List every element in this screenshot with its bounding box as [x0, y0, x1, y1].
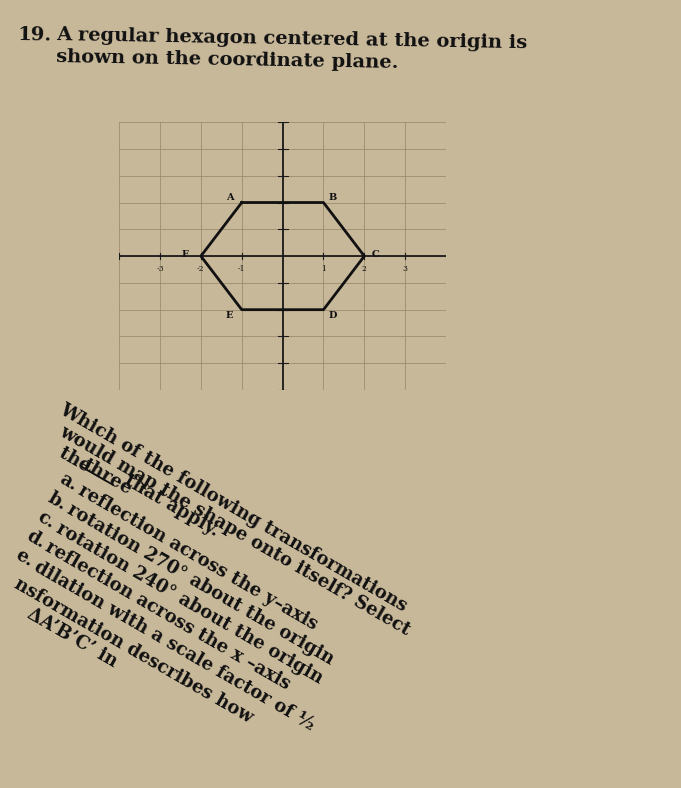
- Text: 2: 2: [362, 266, 367, 273]
- Text: a.: a.: [56, 470, 80, 495]
- Text: reflection across the y–axis: reflection across the y–axis: [75, 481, 321, 634]
- Text: b.: b.: [45, 489, 70, 514]
- Text: would map the shape onto itself? Select: would map the shape onto itself? Select: [56, 422, 413, 638]
- Text: 3: 3: [402, 266, 408, 273]
- Text: e.: e.: [12, 546, 37, 571]
- Text: that apply.: that apply.: [116, 468, 222, 540]
- Text: -2: -2: [197, 266, 205, 273]
- Text: Which of the following transformations: Which of the following transformations: [56, 400, 410, 615]
- Text: reflection across the x –axis: reflection across the x –axis: [42, 538, 294, 693]
- Text: the: the: [56, 444, 99, 479]
- Text: -3: -3: [156, 266, 164, 273]
- Text: B: B: [328, 193, 336, 203]
- Text: D: D: [328, 311, 336, 320]
- Text: F: F: [182, 251, 189, 259]
- Text: c.: c.: [34, 508, 58, 533]
- Text: ΔA’B’C’ in: ΔA’B’C’ in: [24, 604, 121, 671]
- Text: nsformation describes how: nsformation describes how: [11, 575, 256, 727]
- Text: A regular hexagon centered at the origin is: A regular hexagon centered at the origin…: [56, 26, 527, 52]
- Text: 19.: 19.: [18, 26, 52, 45]
- Text: d.: d.: [23, 527, 48, 552]
- Text: rotation 240° about the origin: rotation 240° about the origin: [53, 519, 326, 687]
- Text: 1: 1: [321, 266, 326, 273]
- Text: E: E: [225, 311, 234, 320]
- Text: A: A: [225, 193, 234, 203]
- Text: dilation with a scale factor of ½: dilation with a scale factor of ½: [31, 557, 318, 734]
- Text: rotation 270° about the origin: rotation 270° about the origin: [64, 500, 337, 668]
- Text: C: C: [372, 251, 379, 259]
- Text: shown on the coordinate plane.: shown on the coordinate plane.: [56, 48, 398, 72]
- Text: -1: -1: [238, 266, 246, 273]
- Text: three: three: [80, 456, 136, 499]
